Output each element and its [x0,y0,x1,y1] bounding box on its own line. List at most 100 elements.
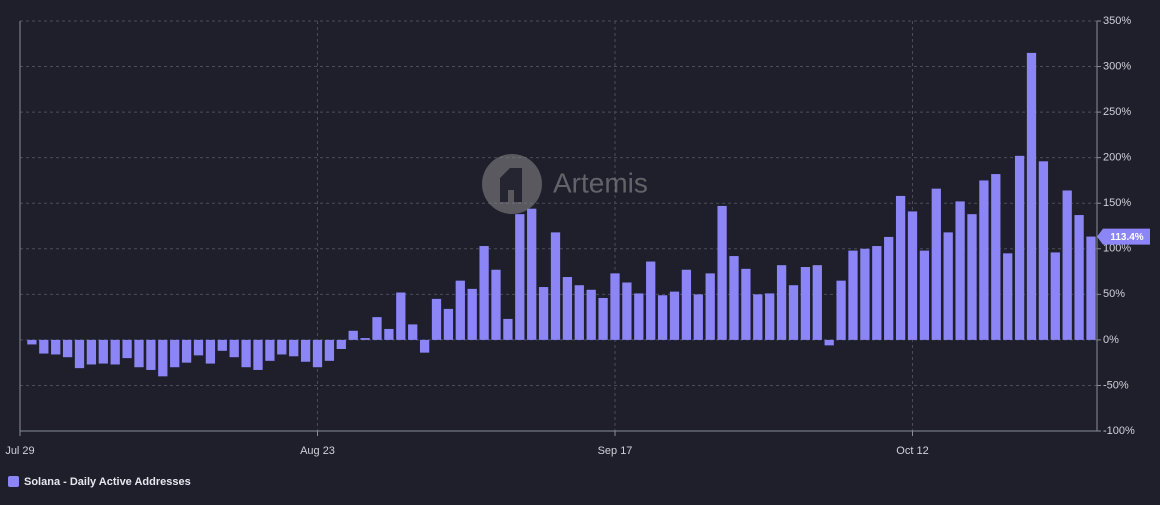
bar [848,250,858,340]
y-tick-label: -50% [1103,379,1129,391]
bar [705,273,715,340]
bar [527,208,537,340]
bar [170,339,180,368]
bar [181,339,192,363]
bar [51,339,61,355]
y-tick-label: 300% [1103,60,1131,72]
y-tick-label: 50% [1103,288,1125,300]
y-tick-label: 150% [1103,197,1131,209]
bar [408,324,418,340]
bar [562,277,573,340]
bar [62,339,73,358]
bar [1026,52,1037,340]
bar [86,339,97,365]
x-tick-label: Jul 29 [5,445,34,457]
y-tick-label: -100% [1103,425,1135,437]
bar [39,339,49,354]
bar [788,285,799,340]
bar [1062,190,1072,340]
bar [800,267,811,340]
bar [669,291,680,340]
bar [455,280,465,340]
bar [693,294,703,340]
bar [622,282,632,340]
bar [360,338,370,340]
bar [955,201,965,340]
value-tag [1097,228,1150,245]
bar [919,250,930,340]
y-tick-label: 100% [1103,243,1131,255]
bar [550,232,561,340]
bar [586,289,596,340]
bar [336,339,346,349]
bar [884,236,894,340]
bar [348,330,358,340]
bar [503,318,513,340]
bar [158,339,168,377]
bar [598,297,608,340]
bar [860,248,870,340]
bar [872,246,882,340]
y-tick-label: 200% [1103,152,1131,164]
bar [681,269,692,340]
bar [479,246,489,340]
bar [717,205,727,340]
bar [776,265,787,340]
bar [384,328,394,340]
watermark-glyph [500,168,522,202]
bar [967,214,977,340]
x-tick-label: Aug 23 [300,445,335,457]
bar [265,339,275,361]
bar [824,339,834,346]
bar [312,339,323,368]
bar [110,339,120,365]
bar [277,339,287,355]
bar [515,214,525,340]
bar [289,339,299,357]
bar [27,339,37,345]
bar [991,174,1001,340]
legend-label[interactable]: Solana - Daily Active Addresses [24,476,191,488]
bar [443,308,454,340]
bar [979,180,989,340]
bar [1038,161,1049,340]
bar [431,298,442,340]
bar [646,261,656,340]
bar [1050,252,1060,340]
bar [574,285,584,340]
legend-swatch [8,476,19,487]
bar [1074,215,1084,340]
bar [74,339,85,369]
x-tick-label: Sep 17 [598,445,633,457]
bar [419,339,430,353]
bar [741,268,751,340]
bar [229,339,239,358]
bar [1014,155,1025,340]
watermark: Artemis [482,154,648,214]
bar [98,339,108,364]
bar [657,295,668,340]
bar [907,211,918,340]
bar [217,339,227,351]
bar [241,339,251,368]
y-tick-label: 350% [1103,15,1131,27]
bar [836,280,846,340]
bar [1003,253,1013,340]
watermark-text: Artemis [553,167,648,198]
bar [538,287,549,340]
bar [396,292,406,340]
bar [1086,236,1096,340]
bar [146,339,156,370]
y-tick-label: 250% [1103,106,1131,118]
bar [931,188,941,340]
bar [193,339,204,356]
bar [812,265,822,340]
bar [943,232,953,340]
bar [324,339,335,361]
value-label: 113.4% [1110,232,1143,243]
bar [491,269,501,340]
bar [372,317,382,340]
bar [134,339,144,368]
x-tick-label: Oct 12 [896,445,928,457]
